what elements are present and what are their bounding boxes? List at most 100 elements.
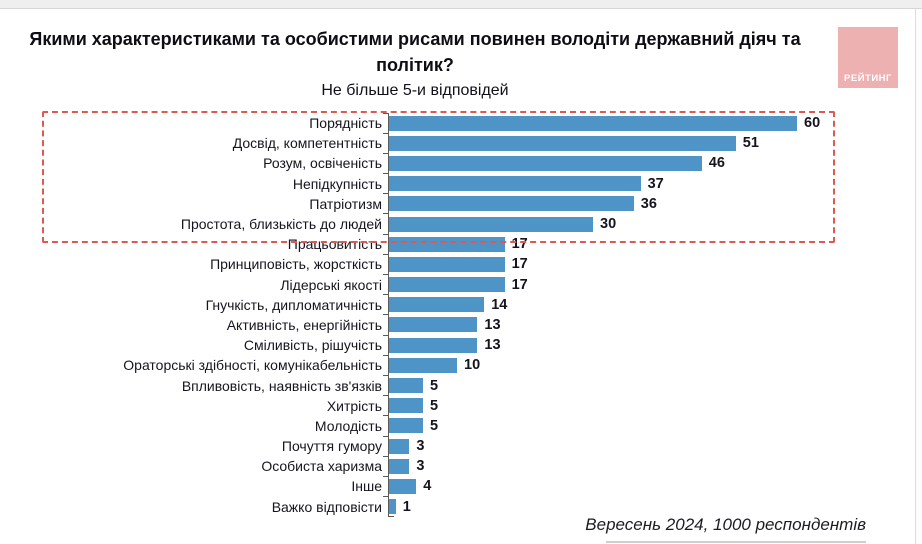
bar-area: 46 bbox=[383, 152, 880, 174]
value-label: 36 bbox=[640, 195, 657, 212]
bar-area: 5 bbox=[383, 415, 880, 436]
value-label: 5 bbox=[430, 417, 439, 434]
bar-area: 13 bbox=[383, 314, 880, 336]
bar bbox=[389, 196, 634, 212]
rating-logo-text: РЕЙТИНГ bbox=[844, 73, 892, 84]
chart-row: Впливовість, наявність зв'язків 5 bbox=[0, 374, 880, 396]
chart-row: Лідерські якості 17 bbox=[0, 273, 880, 295]
chart-row: Простота, близькість до людей 30 bbox=[0, 213, 880, 235]
chart-row: Важко відповісти 1 bbox=[0, 496, 880, 517]
category-label: Простота, близькість до людей bbox=[180, 216, 382, 233]
top-border-strip bbox=[0, 0, 922, 9]
chart-row: Хитрість 5 bbox=[0, 395, 880, 416]
category-label: Непідкупність bbox=[292, 175, 382, 192]
category-label: Сміливість, рішучість bbox=[243, 337, 382, 354]
bar-area: 30 bbox=[383, 213, 880, 235]
category-label: Впливовість, наявність зв'язків bbox=[181, 377, 382, 394]
chart-rows: Порядність 60 Досвід, компетентність 51 … bbox=[0, 112, 880, 517]
chart-row: Ораторські здібності, комунікабельність … bbox=[0, 354, 880, 376]
bar bbox=[389, 155, 702, 171]
chart-row: Непідкупність 37 bbox=[0, 173, 880, 194]
bar-area: 17 bbox=[383, 253, 880, 275]
bar-area: 13 bbox=[383, 334, 880, 356]
value-label: 13 bbox=[484, 337, 501, 354]
chart-row: Розум, освіченість 46 bbox=[0, 152, 880, 174]
category-label: Патріотизм bbox=[309, 195, 382, 212]
bar bbox=[389, 236, 505, 252]
category-label: Інше bbox=[351, 478, 382, 495]
chart-row: Молодість 5 bbox=[0, 415, 880, 436]
bar-area: 4 bbox=[383, 475, 880, 497]
value-label: 30 bbox=[600, 216, 617, 233]
bar bbox=[389, 337, 478, 353]
bar-area: 3 bbox=[383, 455, 880, 477]
bar bbox=[389, 256, 505, 272]
bar-chart: Порядність 60 Досвід, компетентність 51 … bbox=[0, 112, 880, 517]
category-label: Принциповість, жорсткість bbox=[210, 256, 382, 273]
category-label: Гнучкість, дипломатичність bbox=[205, 296, 382, 313]
value-label: 51 bbox=[742, 135, 759, 152]
category-label: Особиста харизма bbox=[261, 458, 382, 475]
footer-underline bbox=[606, 541, 866, 543]
chart-row: Порядність 60 bbox=[0, 112, 880, 134]
bar-area: 5 bbox=[383, 374, 880, 396]
value-label: 13 bbox=[484, 316, 501, 333]
value-label: 14 bbox=[491, 296, 508, 313]
bar bbox=[389, 216, 593, 232]
value-label: 37 bbox=[647, 175, 664, 192]
bar-area: 37 bbox=[383, 173, 880, 194]
page-subtitle: Не більше 5-и відповідей bbox=[321, 82, 509, 100]
bar-area: 17 bbox=[383, 233, 880, 255]
bar bbox=[389, 277, 505, 293]
value-label: 10 bbox=[464, 357, 481, 374]
bar-area: 51 bbox=[383, 132, 880, 154]
bar-area: 1 bbox=[383, 496, 880, 517]
bar bbox=[389, 357, 457, 373]
bar-area: 10 bbox=[383, 354, 880, 376]
value-label: 46 bbox=[708, 155, 725, 172]
bar bbox=[389, 135, 736, 151]
chart-header: Якими характеристиками та особистими рис… bbox=[0, 26, 830, 100]
value-label: 17 bbox=[511, 256, 528, 273]
value-label: 1 bbox=[402, 498, 411, 515]
chart-row: Почуття гумору 3 bbox=[0, 435, 880, 457]
value-label: 17 bbox=[511, 236, 528, 253]
value-label: 60 bbox=[804, 115, 821, 132]
footer-note: Вересень 2024, 1000 респондентів bbox=[585, 515, 866, 534]
category-label: Працьовитість bbox=[287, 236, 382, 253]
bar bbox=[389, 478, 417, 494]
bar bbox=[389, 458, 410, 474]
bar-area: 3 bbox=[383, 435, 880, 457]
bar bbox=[389, 398, 423, 414]
category-label: Ораторські здібності, комунікабельність bbox=[123, 357, 382, 374]
category-label: Розум, освіченість bbox=[263, 155, 382, 172]
value-label: 5 bbox=[430, 397, 439, 414]
bar-area: 60 bbox=[383, 112, 880, 134]
category-label: Порядність bbox=[309, 115, 382, 132]
chart-row: Активність, енергійність 13 bbox=[0, 314, 880, 336]
bar bbox=[389, 378, 423, 394]
bar bbox=[389, 317, 478, 333]
chart-row: Патріотизм 36 bbox=[0, 193, 880, 214]
chart-row: Гнучкість, дипломатичність 14 bbox=[0, 294, 880, 315]
bar-area: 17 bbox=[383, 273, 880, 295]
rating-logo: РЕЙТИНГ bbox=[838, 27, 898, 88]
page-title: Якими характеристиками та особистими рис… bbox=[29, 29, 801, 76]
chart-row: Інше 4 bbox=[0, 475, 880, 497]
category-label: Почуття гумору bbox=[281, 438, 382, 455]
bar bbox=[389, 297, 485, 313]
category-label: Молодість bbox=[314, 417, 382, 434]
right-border-strip bbox=[915, 9, 922, 544]
chart-row: Принциповість, жорсткість 17 bbox=[0, 253, 880, 275]
bar bbox=[389, 418, 423, 434]
chart-row: Працьовитість 17 bbox=[0, 233, 880, 255]
bar bbox=[389, 438, 410, 454]
category-label: Активність, енергійність bbox=[226, 316, 382, 333]
value-label: 5 bbox=[430, 377, 439, 394]
chart-row: Сміливість, рішучість 13 bbox=[0, 334, 880, 356]
bar-area: 36 bbox=[383, 193, 880, 214]
bar bbox=[389, 176, 641, 192]
value-label: 4 bbox=[423, 478, 432, 495]
category-label: Важко відповісти bbox=[271, 498, 382, 515]
value-label: 3 bbox=[416, 458, 425, 475]
